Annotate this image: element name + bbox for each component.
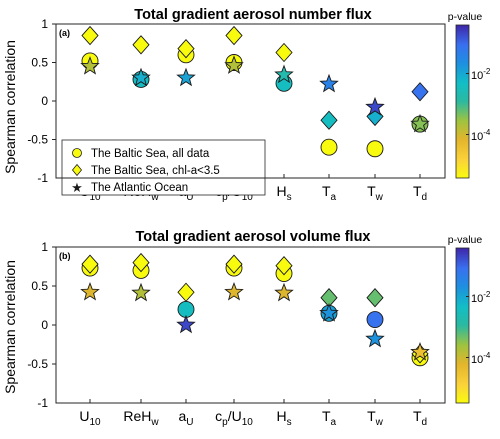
data-point-star: [365, 328, 385, 348]
category-label: Hs: [276, 183, 291, 203]
data-point-star: [80, 56, 100, 75]
data-point-star: [224, 281, 244, 301]
panel-a-data-points: [80, 25, 430, 158]
panel-a-ytick: 0.5: [31, 56, 48, 70]
category-label: Hs: [276, 408, 291, 428]
panel-a-ylabel: Spearman correlation: [2, 40, 18, 174]
data-point-diamond: [177, 38, 195, 59]
panel-a-ytick: 0: [41, 94, 48, 108]
panel-b: Total gradient aerosol volume flux Spear…: [2, 229, 491, 428]
data-point-circle: [320, 138, 338, 156]
category-label: Ta: [322, 183, 337, 203]
data-point-diamond: [177, 282, 195, 302]
panel-b-ytick: 0.5: [31, 279, 48, 293]
panel-b-colorbar-title: p-value: [448, 234, 483, 246]
legend-label-baltic-all: The Baltic Sea, all data: [91, 148, 210, 160]
legend-diamond-marker: [71, 163, 83, 177]
panel-b-colorbar-tick: 10-4: [471, 351, 491, 366]
data-point-star: [274, 282, 294, 302]
panel-a-colorbar-tick: 10-2: [471, 67, 491, 82]
legend-circle-marker: [72, 148, 82, 158]
panel-b-data-points: [80, 252, 430, 367]
data-point-diamond: [81, 25, 99, 46]
category-label: Td: [413, 408, 427, 428]
data-point-diamond: [81, 254, 99, 274]
data-point-diamond: [275, 256, 293, 276]
panel-a-ytick: 1: [41, 17, 48, 31]
data-point-star: [410, 113, 430, 133]
legend-star-marker: ★: [71, 181, 83, 196]
panel-a-label: (a): [59, 28, 70, 38]
category-label: Td: [413, 183, 427, 203]
category-label: U10: [79, 408, 101, 428]
panel-b-colorbar-tick: 10-2: [471, 290, 491, 305]
panel-a: Total gradient aerosol number flux Spear…: [2, 7, 491, 203]
data-point-star: [365, 96, 385, 116]
panel-b-ylabel: Spearman correlation: [2, 260, 18, 394]
data-point-star: [176, 314, 196, 334]
data-point-star: [131, 67, 151, 87]
data-point-diamond: [132, 252, 150, 273]
data-point-diamond: [320, 110, 338, 130]
panel-b-label: (b): [59, 251, 71, 261]
category-label: ReHw: [123, 408, 159, 428]
panel-a-colorbar-tick: 10-4: [471, 128, 491, 143]
data-point-star: [410, 342, 430, 361]
data-point-circle: [366, 140, 384, 158]
panel-a-yticks: 1 0.5 0 -0.5 -1: [27, 17, 48, 185]
panel-b-ytick: -0.5: [27, 357, 48, 371]
panel-b-ytick: 1: [41, 240, 48, 254]
data-point-diamond: [366, 288, 384, 308]
data-point-star: [319, 73, 339, 93]
data-point-diamond: [411, 82, 429, 102]
panel-a-axes-box: [55, 23, 446, 179]
data-point-star: [176, 67, 196, 87]
panel-a-colorbar-title: p-value: [448, 11, 483, 23]
data-point-diamond: [132, 35, 150, 55]
panel-b-axes-box: [55, 246, 446, 404]
panel-b-colorbar-scale: [455, 247, 470, 404]
panel-b-yticks: 1 0.5 0 -0.5 -1: [27, 240, 48, 410]
panel-a-ytick: -0.5: [27, 133, 48, 147]
data-point-diamond: [275, 42, 293, 63]
data-point-star: [131, 282, 151, 302]
panel-a-title: Total gradient aerosol number flux: [134, 7, 371, 23]
panel-b-tickmarks: [52, 246, 421, 403]
data-point-diamond: [225, 254, 243, 274]
panel-b-ytick: -1: [37, 396, 48, 410]
legend-label-atlantic: The Atlantic Ocean: [91, 182, 188, 194]
data-point-star: [224, 55, 244, 74]
panel-a-colorbar-scale: [455, 24, 470, 179]
data-point-star: [80, 281, 100, 301]
category-label: Tw: [367, 183, 384, 203]
data-point-circle: [366, 311, 384, 328]
panel-a-ytick: -1: [37, 171, 48, 185]
data-point-star: [319, 303, 339, 322]
legend-box: [61, 139, 266, 196]
panel-b-ytick: 0: [41, 318, 48, 332]
data-point-diamond: [225, 25, 243, 46]
category-label: Ta: [322, 408, 337, 428]
data-point-star: [274, 64, 294, 84]
category-label: Tw: [367, 408, 384, 428]
category-label: aU: [178, 408, 193, 428]
panel-b-title: Total gradient aerosol volume flux: [136, 229, 371, 245]
panel-a-legend: The Baltic Sea, all data The Baltic Sea,…: [61, 139, 266, 196]
panel-a-colorbar: p-value 10-2 10-4: [448, 11, 491, 179]
category-label: cp/U10: [215, 408, 253, 428]
panel-b-categories: U10 ReHw aU cp/U10 Hs Ta Tw Td: [79, 408, 427, 428]
panel-b-colorbar: p-value 10-2 10-4: [448, 234, 491, 404]
legend-label-baltic-chl: The Baltic Sea, chl-a<3.5: [91, 165, 220, 177]
